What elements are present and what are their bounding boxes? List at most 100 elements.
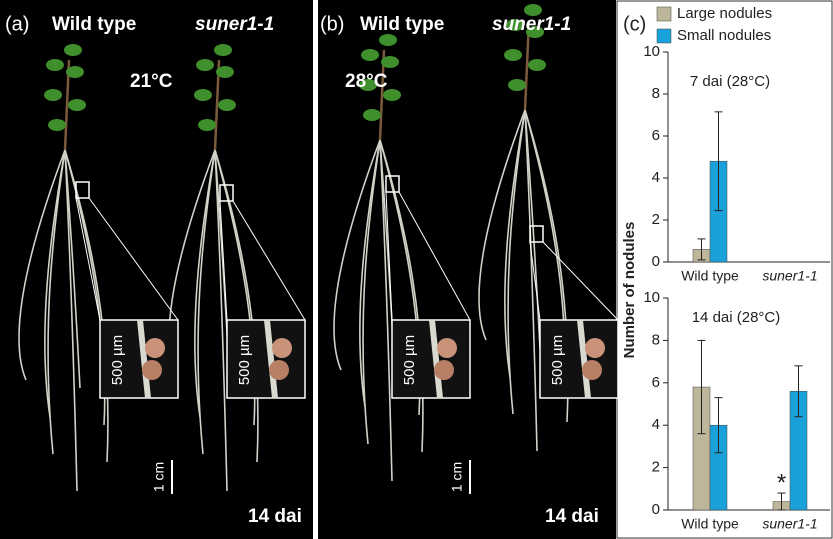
zoom-box	[75, 181, 90, 199]
temperature: 28°C	[345, 71, 388, 92]
root	[197, 149, 216, 455]
inset-scale: 500 µm	[549, 335, 566, 385]
nodule	[269, 360, 289, 380]
legend-swatch	[656, 6, 672, 22]
x-tick-label: Wild type	[681, 516, 739, 532]
error-bar	[714, 397, 723, 454]
error-bar	[697, 238, 706, 261]
legend-label: Small nodules	[677, 27, 771, 44]
leaf	[506, 19, 524, 31]
error-bar	[794, 365, 803, 418]
leaf	[46, 59, 64, 71]
leaf	[361, 49, 379, 61]
leaf	[48, 119, 66, 131]
legend-swatch	[656, 28, 672, 44]
error-bar	[714, 111, 723, 212]
leaf	[68, 99, 86, 111]
leaf	[508, 79, 526, 91]
time-label: 14 dai	[545, 506, 599, 527]
nodule	[585, 338, 605, 358]
zoom-line	[398, 191, 471, 321]
root	[64, 149, 78, 492]
leaf	[198, 119, 216, 131]
nodule	[142, 360, 162, 380]
nodule	[434, 360, 454, 380]
leaf	[218, 99, 236, 111]
leaf	[216, 66, 234, 78]
root	[64, 149, 109, 463]
nodule	[145, 338, 165, 358]
leaf	[528, 59, 546, 71]
leaf	[359, 79, 377, 91]
inset-root	[429, 319, 443, 399]
genotype: suner1-1	[195, 14, 274, 35]
root	[214, 149, 259, 463]
leaf	[379, 34, 397, 46]
genotype: Wild type	[360, 14, 444, 35]
zoom-line	[232, 200, 306, 321]
genotype: Wild type	[52, 14, 136, 35]
zoom-line	[542, 241, 619, 321]
y-tick-label: 2	[652, 459, 660, 476]
root	[379, 139, 393, 482]
inset-scale: 500 µm	[109, 335, 126, 385]
leaf	[64, 44, 82, 56]
zoom-line	[75, 197, 101, 321]
nodule	[437, 338, 457, 358]
leaf	[194, 89, 212, 101]
x-tick-label: suner1-1	[762, 516, 817, 532]
root	[214, 149, 228, 492]
zoom-line	[219, 200, 228, 321]
zoom-line	[385, 191, 393, 321]
zoom-line	[529, 241, 541, 321]
leaf	[383, 89, 401, 101]
annotation: *	[777, 469, 786, 496]
time-label: 14 dai	[248, 506, 302, 527]
panel-label: (b)	[320, 13, 344, 35]
leaf	[66, 66, 84, 78]
inset-root	[137, 319, 151, 399]
leaf	[504, 49, 522, 61]
leaf	[526, 26, 544, 38]
error-bar	[777, 492, 786, 511]
zoom-line	[88, 197, 179, 321]
inset-root	[264, 319, 278, 399]
legend-label: Large nodules	[677, 5, 772, 22]
root	[478, 109, 526, 341]
root	[18, 149, 66, 381]
y-tick-label: 4	[652, 416, 660, 433]
y-tick-label: 2	[652, 211, 660, 228]
panel-label: (a)	[5, 13, 29, 35]
leaf	[44, 89, 62, 101]
root	[362, 139, 381, 445]
inset-root	[577, 319, 591, 399]
chart-title: 7 dai (28°C)	[690, 73, 770, 90]
error-bar	[697, 339, 706, 435]
y-tick-label: 8	[652, 85, 660, 102]
leaf	[196, 59, 214, 71]
y-tick-label: 8	[652, 331, 660, 348]
root	[64, 149, 81, 389]
root	[47, 149, 66, 455]
leaf	[524, 4, 542, 16]
panel-label: (c)	[623, 13, 646, 35]
y-tick-label: 10	[643, 289, 660, 306]
inset-scale: 500 µm	[401, 335, 418, 385]
y-tick-label: 4	[652, 169, 660, 186]
x-tick-label: Wild type	[681, 268, 739, 284]
nodule	[582, 360, 602, 380]
y-axis-label: Number of nodules	[621, 222, 638, 359]
chart-title: 14 dai (28°C)	[692, 309, 781, 326]
nodule	[272, 338, 292, 358]
y-tick-label: 0	[652, 253, 660, 270]
zoom-box	[219, 184, 234, 202]
root	[333, 139, 381, 371]
zoom-box	[385, 175, 400, 193]
y-tick-label: 10	[643, 43, 660, 60]
leaf	[381, 56, 399, 68]
zoom-box	[529, 225, 544, 243]
root	[379, 139, 424, 453]
root	[507, 109, 526, 415]
leaf	[363, 109, 381, 121]
